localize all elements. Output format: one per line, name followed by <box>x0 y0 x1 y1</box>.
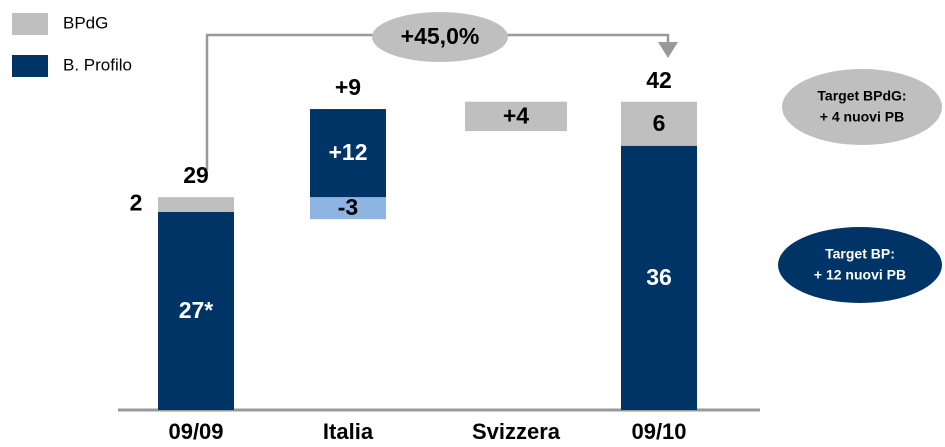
legend-label: B. Profilo <box>63 55 132 74</box>
arrow-head <box>658 42 678 58</box>
bar-segment <box>158 211 234 410</box>
value-label: -3 <box>338 194 358 220</box>
bar-segment <box>621 101 697 146</box>
bar-segment <box>310 197 386 220</box>
target-text: Target BPdG: <box>817 88 906 104</box>
growth-label: +45,0% <box>401 23 480 49</box>
bar-segment <box>465 101 567 132</box>
x-tick-label: 09/09 <box>168 419 223 444</box>
x-tick-label: Svizzera <box>472 419 561 444</box>
value-label: 27* <box>179 297 214 323</box>
bar-segment <box>310 109 386 198</box>
value-label: 36 <box>646 264 672 290</box>
x-tick-label: 09/10 <box>631 419 686 444</box>
legend-label: BPdG <box>63 13 108 32</box>
x-tick-label: Italia <box>323 419 374 444</box>
target-bubble <box>782 69 942 145</box>
total-label: +9 <box>335 74 361 100</box>
legend-swatch <box>12 13 48 35</box>
target-text: + 12 nuovi PB <box>814 267 906 283</box>
legend-swatch <box>12 55 48 77</box>
value-label: +4 <box>503 102 529 128</box>
value-label: 6 <box>653 110 666 136</box>
total-label: 42 <box>646 67 672 93</box>
growth-arrow: +45,0% <box>205 12 678 170</box>
target-text: Target BP: <box>825 246 895 262</box>
growth-bubble <box>372 12 508 62</box>
total-label: 29 <box>183 162 209 188</box>
bar-segment <box>621 145 697 410</box>
bar-segment <box>158 197 234 212</box>
target-text: + 4 nuovi PB <box>820 109 904 125</box>
target-bubble <box>778 227 942 303</box>
value-label: 2 <box>130 190 143 216</box>
value-label: +12 <box>328 139 367 165</box>
